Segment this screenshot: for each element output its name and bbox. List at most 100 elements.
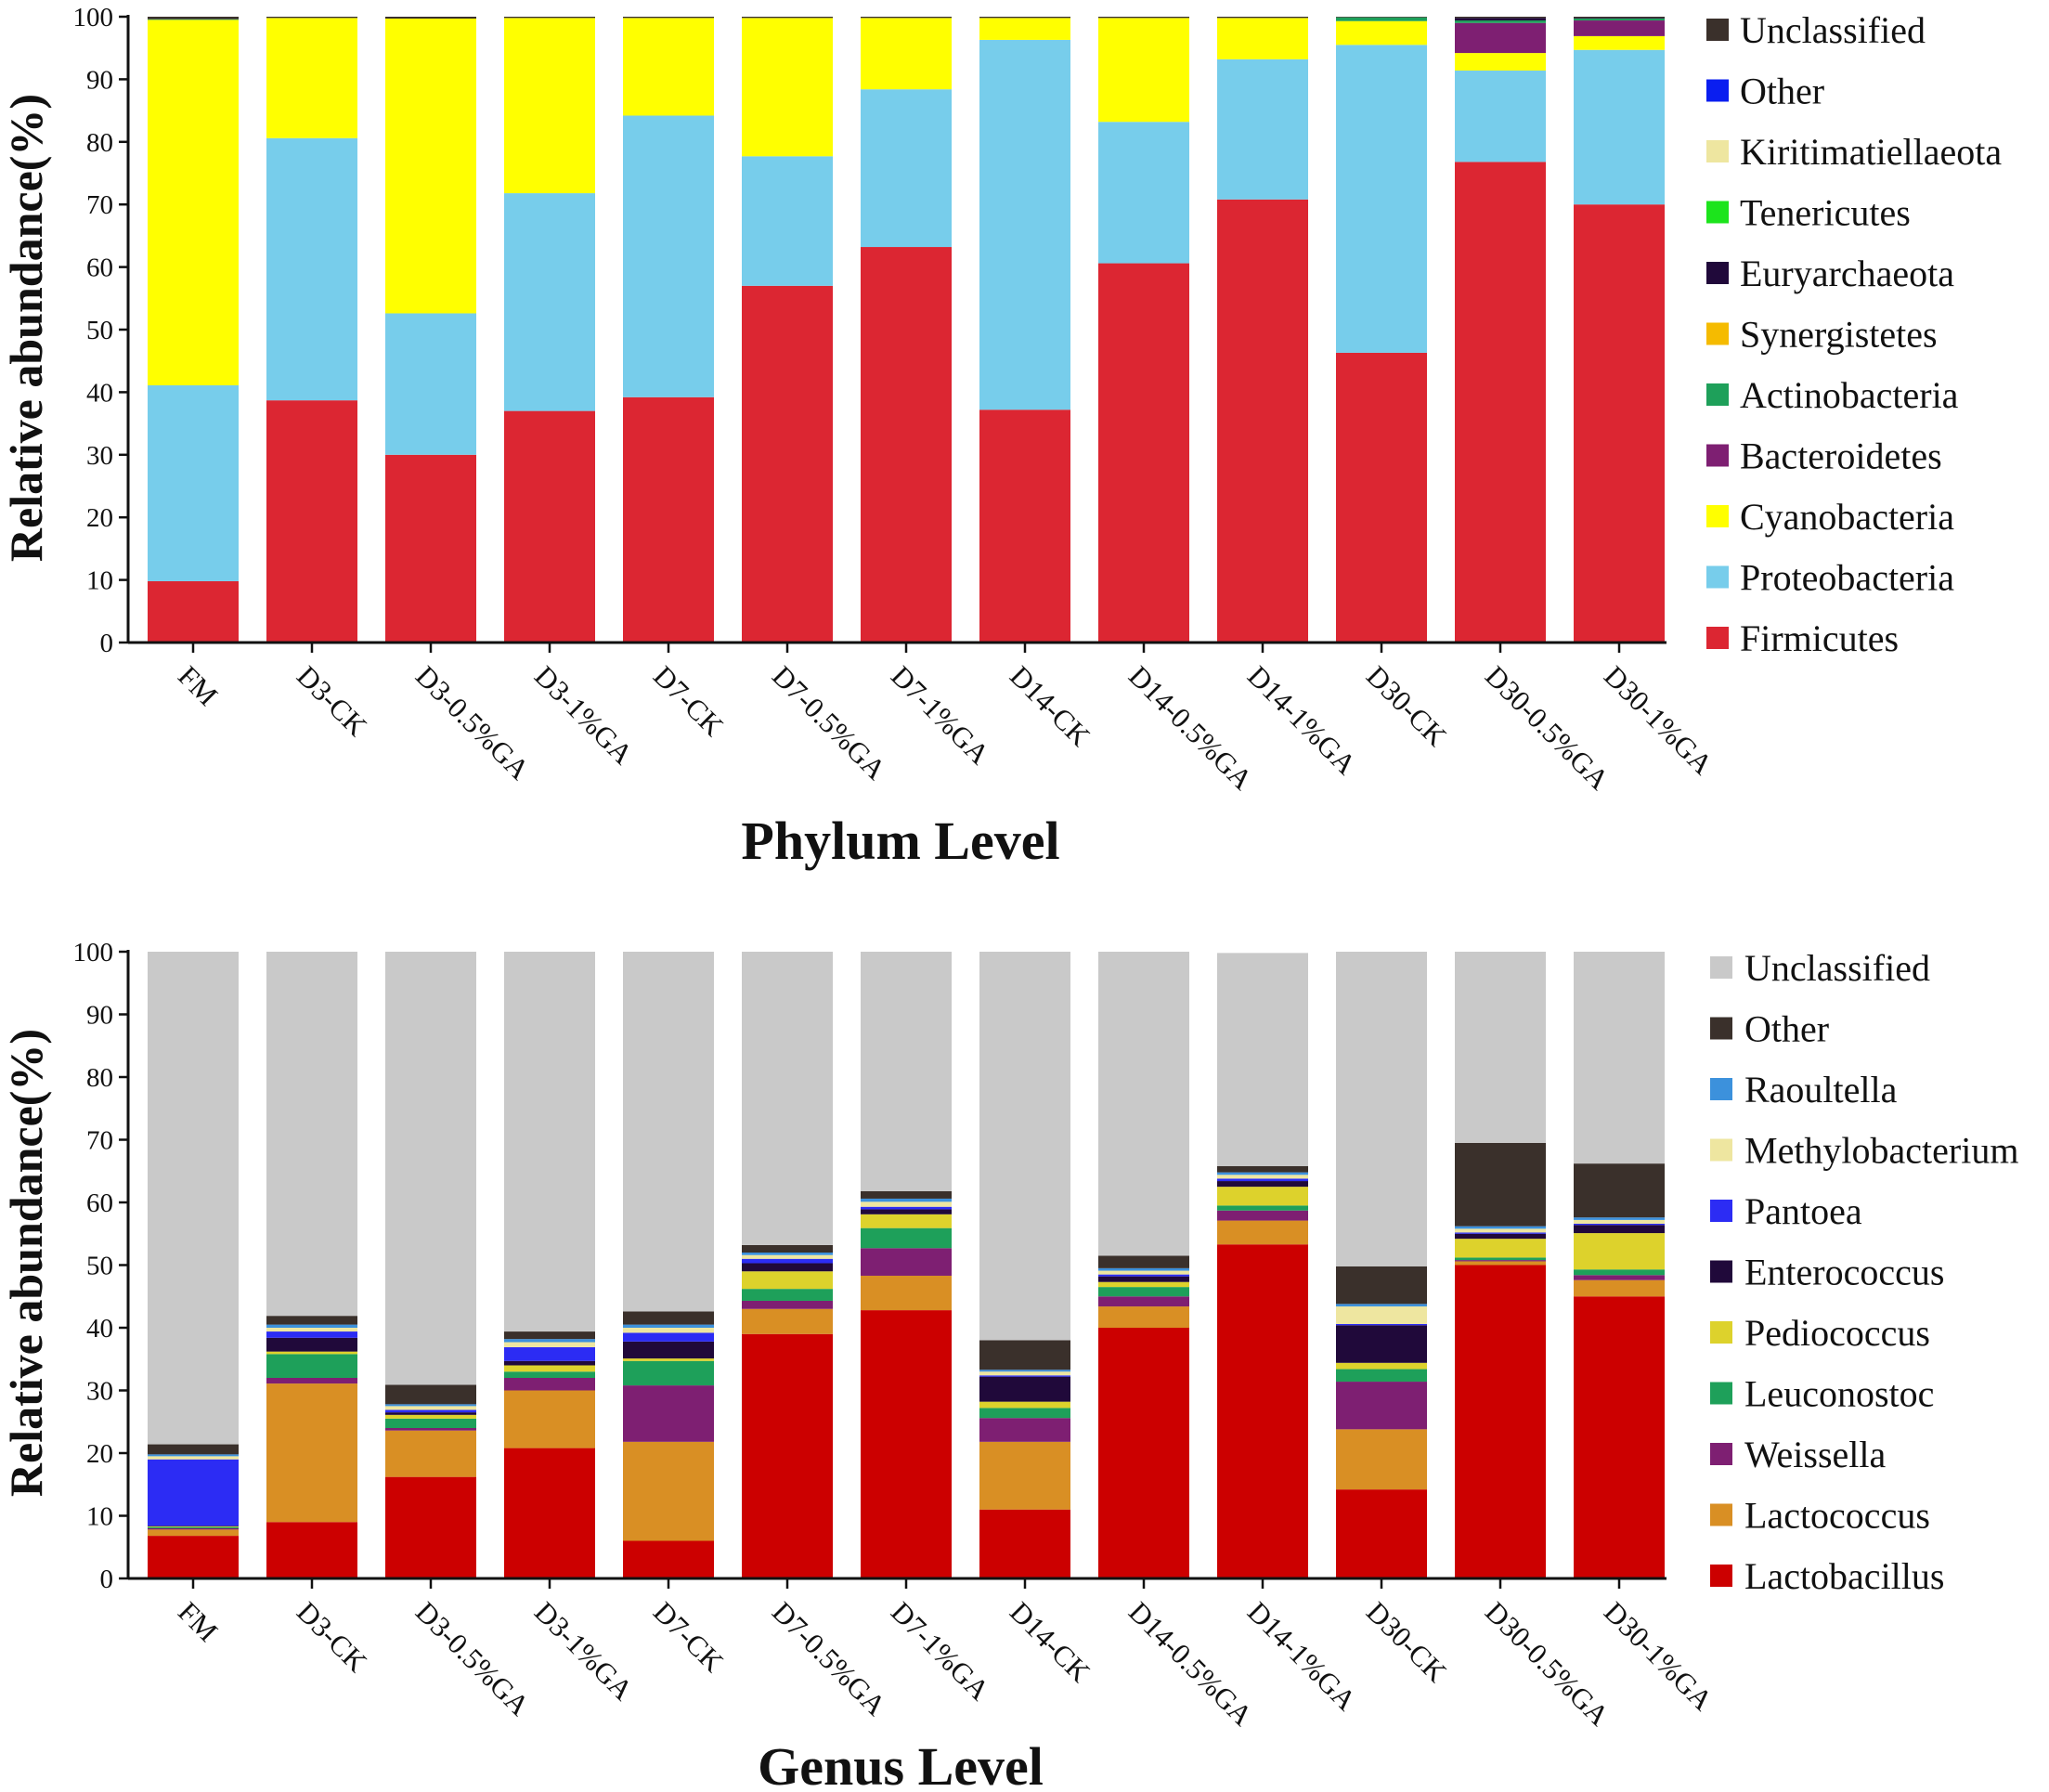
phylum-bar-d3-ck-unclassified bbox=[266, 17, 357, 19]
genus-legend-label-leuconostoc: Leuconostoc bbox=[1744, 1373, 1934, 1415]
genus-bar-d3-ck-lactobacillus bbox=[266, 1522, 357, 1578]
genus-bar-d7-ck-lactobacillus bbox=[623, 1540, 714, 1578]
phylum-bar-d14-0-5pctga-unclassified bbox=[1098, 17, 1189, 19]
genus-x-axis-title: Genus Level bbox=[758, 1736, 1044, 1792]
genus-y-tick-label-30: 30 bbox=[86, 1377, 113, 1407]
genus-bar-d30-ck-lactococcus bbox=[1336, 1429, 1427, 1490]
phylum-legend-swatch-bacteroidetes bbox=[1706, 444, 1729, 467]
genus-legend-label-pantoea: Pantoea bbox=[1744, 1190, 1862, 1232]
genus-y-tick-label-50: 50 bbox=[86, 1252, 113, 1281]
genus-bar-d7-0-5pctga-lactobacillus bbox=[742, 1333, 833, 1578]
genus-bar-d7-0-5pctga-pantoea bbox=[742, 1258, 833, 1264]
genus-bar-d3-1pctga-unclassified bbox=[504, 952, 595, 1332]
phylum-bar-d3-1pctga-cyanobacteria bbox=[504, 18, 595, 194]
phylum-legend: Unclassified Other Kiritimatiellaeota Tener… bbox=[1706, 9, 2002, 659]
genus-bar-d3-0-5pctga-enterococcus bbox=[385, 1412, 476, 1415]
genus-bar-d7-1pctga-unclassified bbox=[861, 952, 952, 1191]
genus-bar-d14-1pctga-lactobacillus bbox=[1217, 1244, 1308, 1578]
genus-bar-d14-0-5pctga-other bbox=[1098, 1255, 1189, 1268]
genus-bar-d30-0-5pctga-pantoea bbox=[1455, 1232, 1546, 1234]
genus-bar-d30-1pctga-lactococcus bbox=[1574, 1279, 1665, 1297]
genus-bar-d14-ck-lactobacillus bbox=[979, 1509, 1070, 1578]
phylum-bar-d30-ck-cyanobacteria bbox=[1336, 20, 1427, 45]
genus-bar-d30-1pctga-weissella bbox=[1574, 1275, 1665, 1280]
phylum-legend-label-kiritimatiellaeota: Kiritimatiellaeota bbox=[1740, 131, 2002, 173]
genus-bar-d30-ck-raoultella bbox=[1336, 1304, 1427, 1307]
phylum-bar-d3-1pctga-firmicutes bbox=[504, 410, 595, 643]
genus-legend-swatch-other bbox=[1710, 1017, 1732, 1040]
genus-bar-d7-0-5pctga-leuconostoc bbox=[742, 1289, 833, 1301]
genus-bar-d3-ck-methylobacterium bbox=[266, 1328, 357, 1332]
genus-legend-swatch-pediococcus bbox=[1710, 1321, 1732, 1344]
genus-bar-fm-pediococcus bbox=[148, 1526, 239, 1527]
genus-bar-fm-lactobacillus bbox=[148, 1536, 239, 1578]
phylum-bar-d30-ck-actinobacteria bbox=[1336, 17, 1427, 21]
phylum-bar-d30-1pctga-unclassified bbox=[1574, 17, 1665, 19]
genus-bar-d30-ck-methylobacterium bbox=[1336, 1306, 1427, 1324]
genus-y-tick-label-100: 100 bbox=[73, 938, 114, 967]
genus-bar-d7-ck-weissella bbox=[623, 1385, 714, 1442]
phylum-bar-d3-ck-cyanobacteria bbox=[266, 18, 357, 138]
genus-bar-d3-ck-unclassified bbox=[266, 952, 357, 1317]
phylum-bar-d30-0-5pctga-proteobacteria bbox=[1455, 70, 1546, 162]
phylum-bar-d14-1pctga-proteobacteria bbox=[1217, 58, 1308, 200]
genus-bar-d14-0-5pctga-leuconostoc bbox=[1098, 1287, 1189, 1297]
phylum-bar-d7-ck-unclassified bbox=[623, 17, 714, 19]
phylum-bar-d30-ck-proteobacteria bbox=[1336, 45, 1427, 353]
phylum-bar-d3-1pctga-unclassified bbox=[504, 17, 595, 19]
genus-bar-d14-0-5pctga-enterococcus bbox=[1098, 1276, 1189, 1282]
genus-y-tick-label-0: 0 bbox=[100, 1565, 114, 1594]
genus-bar-d30-ck-enterococcus bbox=[1336, 1325, 1427, 1363]
genus-bar-d30-0-5pctga-lactococcus bbox=[1455, 1261, 1546, 1266]
phylum-y-tick-label-30: 30 bbox=[86, 441, 113, 471]
genus-bar-d14-ck-methylobacterium bbox=[979, 1371, 1070, 1376]
genus-bar-d30-1pctga-other bbox=[1574, 1163, 1665, 1218]
genus-y-tick-label-10: 10 bbox=[86, 1502, 113, 1532]
genus-bar-d3-0-5pctga-pediococcus bbox=[385, 1414, 476, 1419]
genus-bar-d7-0-5pctga-lactococcus bbox=[742, 1308, 833, 1334]
genus-legend: Unclassified Other Raoultella Methylobacter… bbox=[1710, 947, 2018, 1597]
genus-bar-d3-0-5pctga-pantoea bbox=[385, 1409, 476, 1413]
genus-bar-d14-0-5pctga-methylobacterium bbox=[1098, 1270, 1189, 1275]
phylum-legend-swatch-unclassified bbox=[1706, 19, 1729, 41]
phylum-legend-label-unclassified: Unclassified bbox=[1740, 9, 1926, 51]
phylum-bar-d3-1pctga-proteobacteria bbox=[504, 193, 595, 411]
phylum-bar-d30-1pctga-firmicutes bbox=[1574, 204, 1665, 643]
genus-bar-d3-ck-pediococcus bbox=[266, 1351, 357, 1355]
genus-bar-d7-ck-pediococcus bbox=[623, 1358, 714, 1361]
genus-bar-d7-1pctga-lactobacillus bbox=[861, 1310, 952, 1578]
genus-bar-d7-0-5pctga-raoultella bbox=[742, 1253, 833, 1255]
genus-bar-d3-0-5pctga-lactobacillus bbox=[385, 1476, 476, 1578]
phylum-y-tick-label-90: 90 bbox=[86, 65, 113, 95]
genus-bar-d3-1pctga-weissella bbox=[504, 1378, 595, 1391]
genus-bar-d14-ck-unclassified bbox=[979, 952, 1070, 1341]
genus-legend-swatch-lactobacillus bbox=[1710, 1565, 1732, 1587]
genus-bar-d14-0-5pctga-pantoea bbox=[1098, 1274, 1189, 1277]
phylum-bar-d30-0-5pctga-euryarchaeota bbox=[1455, 18, 1546, 21]
genus-bar-d30-ck-other bbox=[1336, 1266, 1427, 1305]
genus-bar-d7-ck-enterococcus bbox=[623, 1341, 714, 1359]
genus-bar-d14-0-5pctga-lactococcus bbox=[1098, 1306, 1189, 1328]
genus-bar-d30-1pctga-enterococcus bbox=[1574, 1225, 1665, 1234]
genus-bar-d7-ck-pantoea bbox=[623, 1332, 714, 1342]
phylum-bar-d7-0-5pctga-firmicutes bbox=[742, 285, 833, 643]
genus-bar-d14-ck-pantoea bbox=[979, 1375, 1070, 1377]
genus-bar-fm-raoultella bbox=[148, 1454, 239, 1457]
phylum-bar-d30-1pctga-cyanobacteria bbox=[1574, 35, 1665, 50]
genus-bar-d30-0-5pctga-other bbox=[1455, 1142, 1546, 1227]
genus-bar-d30-0-5pctga-enterococcus bbox=[1455, 1233, 1546, 1240]
genus-y-tick-label-70: 70 bbox=[86, 1126, 113, 1156]
genus-bar-d7-1pctga-methylobacterium bbox=[861, 1201, 952, 1207]
genus-bar-d7-0-5pctga-other bbox=[742, 1244, 833, 1253]
phylum-bar-d30-0-5pctga-actinobacteria bbox=[1455, 20, 1546, 23]
phylum-bar-d14-0-5pctga-firmicutes bbox=[1098, 263, 1189, 643]
genus-bar-d30-0-5pctga-unclassified bbox=[1455, 952, 1546, 1143]
phylum-bar-fm-unclassified bbox=[148, 17, 239, 19]
phylum-bar-d3-0-5pctga-cyanobacteria bbox=[385, 19, 476, 314]
genus-bar-d3-ck-raoultella bbox=[266, 1324, 357, 1328]
genus-bar-d30-1pctga-raoultella bbox=[1574, 1217, 1665, 1220]
genus-legend-label-enterococcus: Enterococcus bbox=[1744, 1252, 1944, 1293]
genus-bar-d30-0-5pctga-raoultella bbox=[1455, 1226, 1546, 1229]
genus-bar-d3-1pctga-lactobacillus bbox=[504, 1448, 595, 1578]
